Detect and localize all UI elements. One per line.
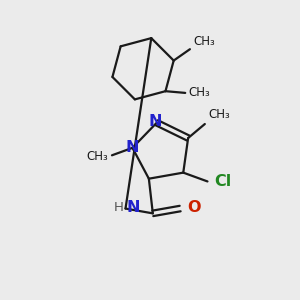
Text: N: N bbox=[126, 140, 139, 155]
Text: CH₃: CH₃ bbox=[188, 86, 210, 99]
Text: CH₃: CH₃ bbox=[209, 108, 230, 121]
Text: N: N bbox=[149, 114, 163, 129]
Text: O: O bbox=[187, 200, 201, 215]
Text: H: H bbox=[114, 201, 124, 214]
Text: CH₃: CH₃ bbox=[193, 35, 214, 48]
Text: CH₃: CH₃ bbox=[86, 150, 108, 163]
Text: N: N bbox=[127, 200, 140, 215]
Text: Cl: Cl bbox=[214, 174, 232, 189]
